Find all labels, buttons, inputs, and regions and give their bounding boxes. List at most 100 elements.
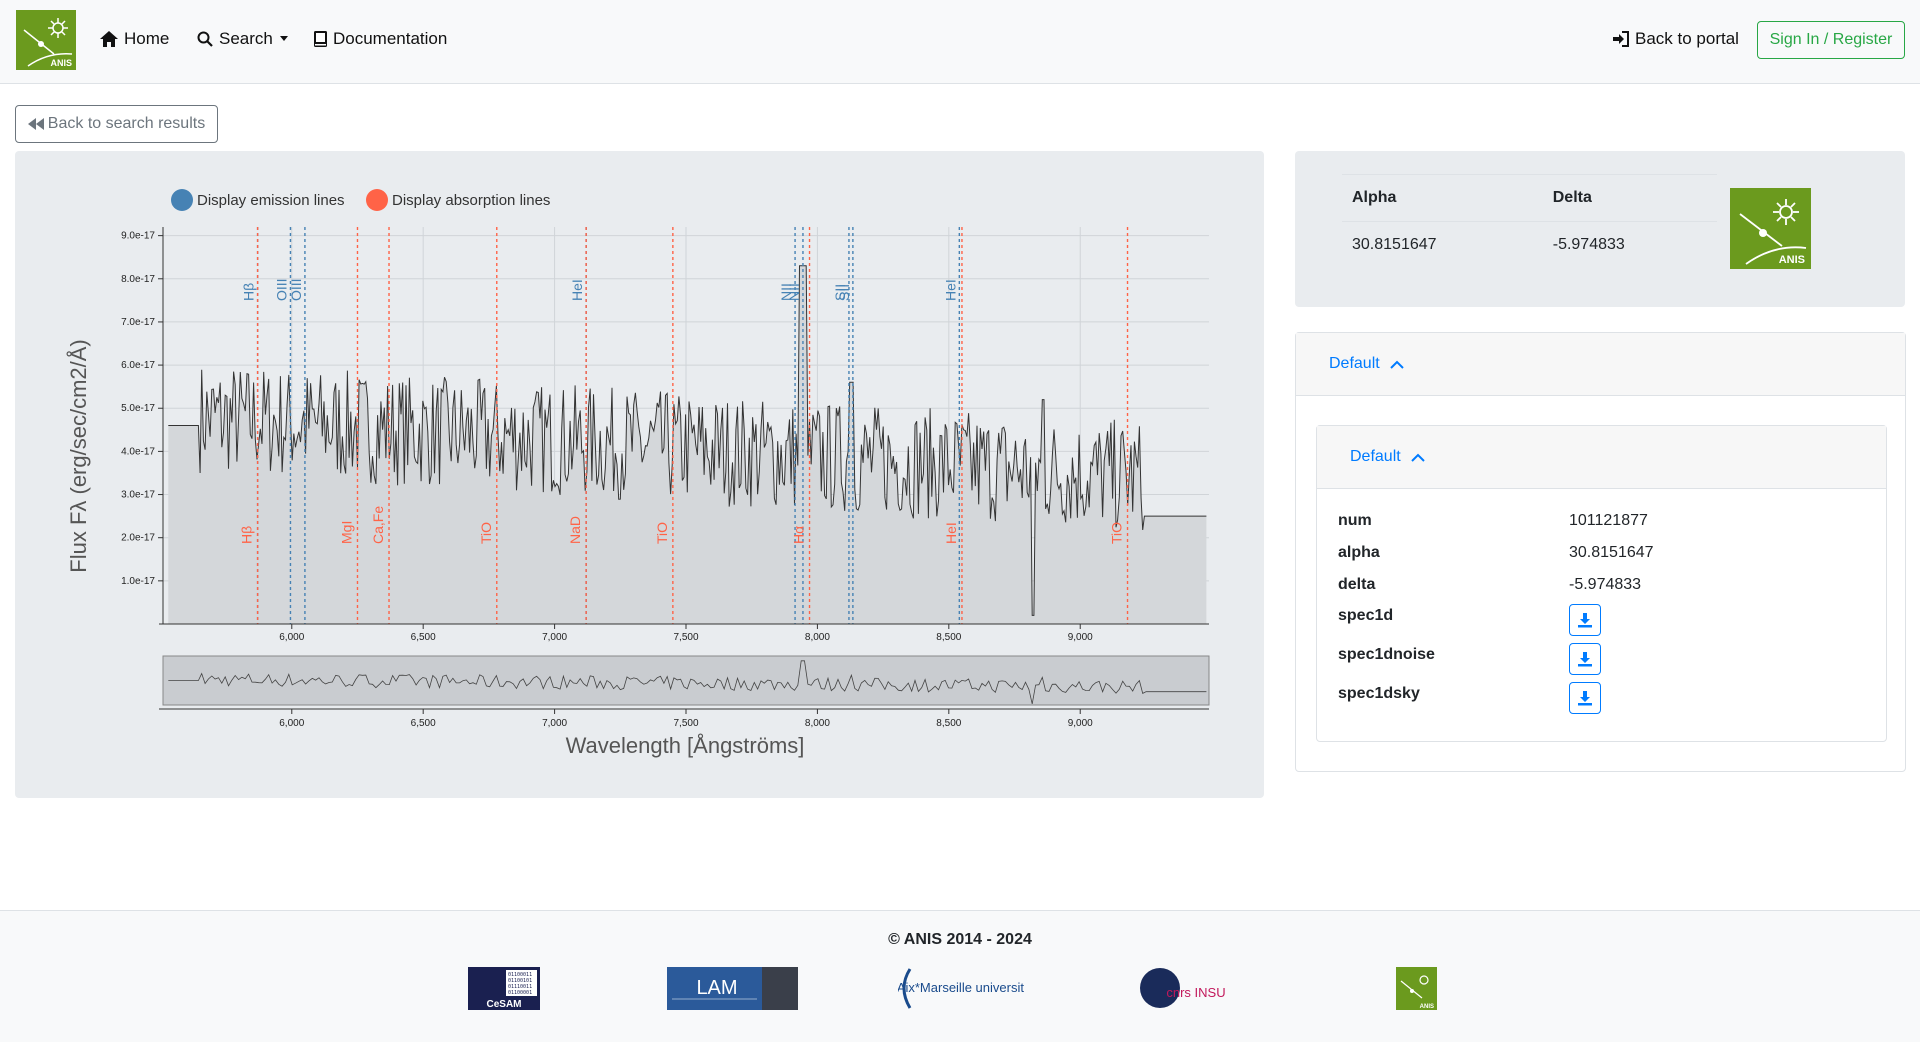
search-icon xyxy=(197,31,213,47)
absorption-line-label: Hβ xyxy=(239,526,255,544)
alpha-value: 30.8151647 xyxy=(1352,236,1437,253)
navbar: ANIS Home Search Documentation Back to p… xyxy=(0,0,1920,84)
download-icon xyxy=(1578,652,1592,667)
x-tick-label: 6,500 xyxy=(411,632,436,643)
absorption-line-label: Hα xyxy=(791,526,807,544)
x-axis-title: Wavelength [Ångströms] xyxy=(566,733,805,758)
x-tick-label: 7,000 xyxy=(542,632,567,643)
anis-thumbnail-graphic xyxy=(1739,199,1807,265)
download-spec1dsky-button[interactable] xyxy=(1569,682,1601,714)
nav-home[interactable]: Home xyxy=(100,29,169,49)
spectrum-line[interactable] xyxy=(168,265,1207,616)
lam-logo[interactable]: LAM xyxy=(667,967,798,1010)
default-accordion-title: Default xyxy=(1329,355,1380,372)
emission-line-label: NII xyxy=(786,283,802,301)
alpha-header: Alpha xyxy=(1342,174,1543,222)
emission-line-label: HeI xyxy=(942,279,958,301)
default-accordion: Default Default num 101121877 alpha 30.8… xyxy=(1295,332,1906,772)
legend-absorption-label[interactable]: Display absorption lines xyxy=(392,192,550,209)
legend-emission-marker[interactable] xyxy=(171,189,193,211)
sign-in-register-button[interactable]: Sign In / Register xyxy=(1757,21,1905,59)
nav-back-to-portal[interactable]: Back to portal xyxy=(1613,29,1739,49)
default-accordion-toggle[interactable]: Default xyxy=(1329,355,1404,373)
cesam-logo-text: CeSAM xyxy=(486,999,521,1010)
y-tick-label: 8.0e-17 xyxy=(121,274,155,285)
chevron-up-icon xyxy=(1389,360,1404,369)
chevron-up-icon xyxy=(1410,453,1425,462)
svg-text:01100101: 01100101 xyxy=(508,978,532,984)
nav-home-label: Home xyxy=(124,29,170,48)
footer: © ANIS 2014 - 2024 01100011 01100101 01110… xyxy=(0,910,1920,1042)
absorption-line-label: NaD xyxy=(567,516,583,544)
y-tick-label: 9.0e-17 xyxy=(121,231,155,242)
delta-header: Delta xyxy=(1542,174,1717,222)
y-tick-label: 3.0e-17 xyxy=(121,490,155,501)
overview-selection[interactable] xyxy=(162,655,1210,706)
book-icon xyxy=(314,31,327,47)
x-tick-label: 9,000 xyxy=(1068,632,1093,643)
nav-search-label: Search xyxy=(219,29,273,48)
anis-logo[interactable]: ANIS xyxy=(16,10,76,70)
field-value-alpha: 30.8151647 xyxy=(1569,544,1654,561)
nav-search-dropdown[interactable]: Search xyxy=(197,29,289,49)
default-sub-accordion-title: Default xyxy=(1350,448,1401,465)
overview-x-tick-label: 6,500 xyxy=(411,718,436,729)
field-value-delta: -5.974833 xyxy=(1569,576,1642,593)
legend-emission-label[interactable]: Display emission lines xyxy=(197,192,345,209)
absorption-line-label: TiO xyxy=(1109,522,1125,544)
download-icon xyxy=(1578,613,1592,628)
download-spec1dnoise-button[interactable] xyxy=(1569,643,1601,675)
y-axis-title: Flux Fλ (erg/sec/cm2/Å) xyxy=(66,339,91,572)
svg-text:01110011: 01110011 xyxy=(508,984,532,990)
default-sub-accordion-header: Default xyxy=(1317,426,1886,489)
caret-down-icon xyxy=(279,36,288,41)
y-tick-label: 6.0e-17 xyxy=(121,360,155,371)
nav-documentation[interactable]: Documentation xyxy=(314,29,447,49)
y-tick-label: 5.0e-17 xyxy=(121,403,155,414)
field-key-num: num xyxy=(1338,512,1372,529)
absorption-line-label: Ca,Fe xyxy=(370,506,386,544)
absorption-line-label: MgI xyxy=(338,521,354,544)
overview-spectrum-line xyxy=(168,660,1207,704)
coordinates-table: Alpha Delta 30.8151647 -5.974833 xyxy=(1342,174,1717,268)
absorption-line-label: TiO xyxy=(478,522,494,544)
svg-text:01100001: 01100001 xyxy=(508,990,532,996)
emission-line-label: Hβ xyxy=(241,283,257,301)
anis-logo-graphic xyxy=(23,18,73,67)
emission-line-label: OIII xyxy=(288,278,304,301)
footer-copyright: © ANIS 2014 - 2024 xyxy=(888,931,1032,948)
field-value-num: 101121877 xyxy=(1569,512,1648,529)
field-key-delta: delta xyxy=(1338,576,1376,593)
anis-footer-logo[interactable]: ANIS xyxy=(1396,967,1437,1010)
delta-value: -5.974833 xyxy=(1552,236,1625,253)
anis-thumbnail-logo: ANIS xyxy=(1730,188,1811,269)
back-to-search-results-button[interactable]: Back to search results xyxy=(15,105,218,143)
spectrum-chart[interactable]: Display emission lines Display absorptio… xyxy=(15,151,1264,798)
x-tick-label: 7,500 xyxy=(673,632,698,643)
amu-logo[interactable]: Aix*Marseille université xyxy=(898,967,1024,1010)
nav-back-to-portal-label: Back to portal xyxy=(1635,29,1739,48)
back-to-search-results-label: Back to search results xyxy=(47,115,206,132)
spectrum-chart-panel: Display emission lines Display absorptio… xyxy=(15,151,1264,798)
x-tick-label: 8,500 xyxy=(936,632,961,643)
field-key-spec1dnoise: spec1dnoise xyxy=(1338,646,1435,663)
download-spec1d-button[interactable] xyxy=(1569,604,1601,636)
field-key-alpha: alpha xyxy=(1338,544,1380,561)
anis-thumbnail-text: ANIS xyxy=(1778,254,1805,266)
absorption-line-label: HeI xyxy=(943,522,959,544)
cnrs-insu-logo-text: cnrs INSU xyxy=(1166,985,1225,1000)
legend-absorption-marker[interactable] xyxy=(366,189,388,211)
default-sub-accordion: Default num 101121877 alpha 30.8151647 d… xyxy=(1316,425,1887,742)
y-tick-label: 2.0e-17 xyxy=(121,533,155,544)
svg-text:01100011: 01100011 xyxy=(508,972,532,978)
default-sub-accordion-toggle[interactable]: Default xyxy=(1350,448,1425,466)
backward-icon xyxy=(27,118,44,130)
cnrs-insu-logo[interactable]: cnrs INSU xyxy=(1138,967,1240,1010)
overview-x-tick-label: 8,000 xyxy=(805,718,830,729)
amu-logo-text: Aix*Marseille université xyxy=(898,980,1024,995)
lam-logo-text: LAM xyxy=(696,977,737,999)
x-tick-label: 6,000 xyxy=(279,632,304,643)
download-icon xyxy=(1578,691,1592,706)
